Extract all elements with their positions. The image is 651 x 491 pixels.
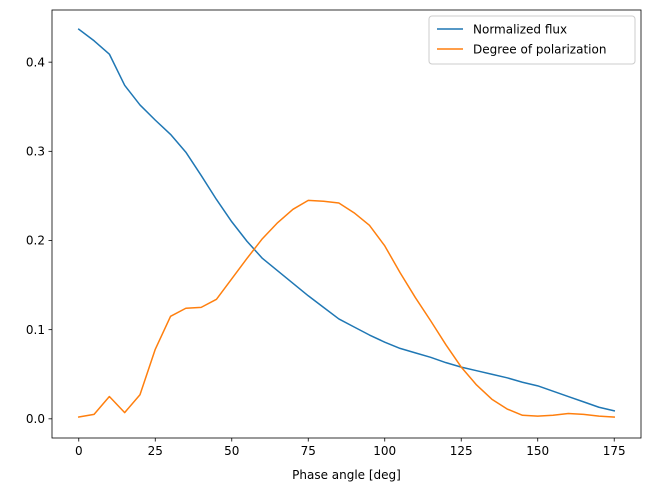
x-tick-label: 100 [373,444,396,458]
x-tick-label: 150 [526,444,549,458]
legend-box [428,15,636,65]
x-tick-label: 0 [75,444,83,458]
series-line-1 [77,28,616,412]
y-tick-label: 0.2 [26,234,45,248]
y-tick-label: 0.4 [26,55,45,69]
y-tick-label: 0.0 [26,412,45,426]
x-tick-label: 75 [301,444,316,458]
plot-frame [51,9,642,439]
x-axis: 0 25 50 75 100 125 150 175 [75,438,626,458]
x-tick-label: 125 [450,444,473,458]
x-tick-label: 50 [224,444,239,458]
series-layer [77,28,616,418]
series-line-2 [77,199,616,418]
legend-label: Normalized flux [473,22,567,36]
y-tick-label: 0.3 [26,145,45,159]
x-tick-label: 25 [148,444,163,458]
legend-label: Degree of polarization [473,42,606,56]
y-tick-label: 0.1 [26,323,45,337]
y-axis: 0.0 0.1 0.2 0.3 0.4 [26,55,52,426]
x-axis-label: Phase angle [deg] [292,468,401,482]
legend: Normalized flux Degree of polarization [428,15,636,65]
x-tick-label: 175 [603,444,626,458]
